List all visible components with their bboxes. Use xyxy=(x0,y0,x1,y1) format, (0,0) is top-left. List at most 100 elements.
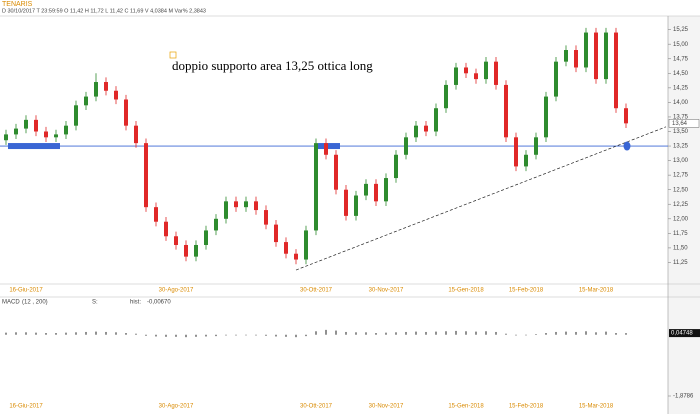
macd-bar xyxy=(355,332,357,335)
candle-body xyxy=(414,125,418,138)
macd-bar xyxy=(215,334,217,337)
candle-body xyxy=(364,183,368,196)
candle-body xyxy=(244,201,248,208)
candle-body xyxy=(124,99,128,126)
macd-bar xyxy=(465,331,467,335)
candle-body xyxy=(514,137,518,167)
candle-body xyxy=(474,73,478,80)
macd-bar xyxy=(95,331,97,335)
macd-bar xyxy=(285,334,287,337)
macd-bar xyxy=(225,334,227,336)
candle-body xyxy=(104,82,108,91)
last-price-box xyxy=(668,119,700,128)
candle-body xyxy=(174,236,178,245)
macd-bar xyxy=(435,331,437,335)
macd-hist-label: hist: xyxy=(130,300,141,306)
y-tick-label: 11,50 xyxy=(673,245,688,251)
annotation-icon xyxy=(169,51,177,59)
macd-hist-value: -0,00670 xyxy=(147,300,171,306)
x-tick-label: 15-Feb-2018 xyxy=(509,404,544,410)
candle-body xyxy=(304,230,308,260)
candle-body xyxy=(204,230,208,245)
macd-bar xyxy=(375,333,377,335)
trendline xyxy=(295,126,667,271)
macd-bar xyxy=(315,331,317,335)
y-tick-label: 12,50 xyxy=(673,187,689,193)
candle-body xyxy=(384,178,388,202)
candle-body xyxy=(64,125,68,135)
macd-bar xyxy=(625,333,627,335)
x-tick-label: 30-Ott-2017 xyxy=(300,288,333,294)
macd-bar xyxy=(525,334,527,336)
candle-body xyxy=(144,143,148,208)
candle-body xyxy=(234,201,238,208)
x-tick-label: 30-Ott-2017 xyxy=(300,404,333,410)
y-tick-label: 13,25 xyxy=(673,144,689,150)
candle-body xyxy=(344,189,348,216)
macd-bar xyxy=(125,333,127,335)
macd-bar xyxy=(425,331,427,335)
macd-bar xyxy=(605,331,607,335)
y-tick-label: 11,75 xyxy=(673,231,688,237)
x-tick-label: 16-Giu-2017 xyxy=(9,288,43,294)
macd-bar xyxy=(275,334,277,337)
y-tick-label: 14,25 xyxy=(673,85,689,91)
candle-body xyxy=(544,96,548,138)
candle-body xyxy=(44,131,48,138)
candle-body xyxy=(504,84,508,138)
candle-body xyxy=(424,125,428,132)
macd-bar xyxy=(245,334,247,336)
macd-bar xyxy=(555,331,557,335)
info-line: D 30/10/2017 T 23:59:59 O 11,42 H 11,72 … xyxy=(2,8,206,14)
macd-bar xyxy=(395,332,397,335)
candle-body xyxy=(374,183,378,202)
candle-body xyxy=(274,224,278,243)
candle-body xyxy=(284,242,288,254)
y-tick-label: 15,00 xyxy=(673,42,689,48)
candle-body xyxy=(564,50,568,62)
candle-body xyxy=(114,90,118,100)
candle-body xyxy=(334,154,338,190)
candle-body xyxy=(464,67,468,74)
candle-body xyxy=(14,128,18,135)
candle-body xyxy=(154,207,158,222)
candle-body xyxy=(624,108,628,124)
candle-body xyxy=(444,84,448,109)
macd-bar xyxy=(145,334,147,336)
macd-bar xyxy=(25,332,27,335)
macd-bar xyxy=(535,334,537,335)
candle-body xyxy=(84,96,88,106)
candle-body xyxy=(214,218,218,231)
macd-bar xyxy=(505,333,507,335)
candle-body xyxy=(494,61,498,85)
candle-body xyxy=(484,61,488,80)
macd-bar xyxy=(185,334,187,338)
candle-body xyxy=(524,154,528,167)
candle-body xyxy=(614,32,618,109)
macd-bar xyxy=(155,334,157,337)
macd-bar xyxy=(255,334,257,336)
macd-bar xyxy=(575,331,577,335)
candle-body xyxy=(54,134,58,138)
macd-last-label: 0,04748 xyxy=(671,331,693,337)
macd-bar xyxy=(5,332,7,335)
x-tick-label: 15-Gen-2018 xyxy=(448,404,484,410)
candle-body xyxy=(574,50,578,68)
macd-params: (12 , 200) xyxy=(22,300,48,306)
x-tick-label: 30-Nov-2017 xyxy=(369,404,404,410)
y-tick-label: 12,00 xyxy=(673,216,689,222)
macd-bar xyxy=(495,331,497,335)
candle-body xyxy=(74,105,78,126)
last-price-label: 13,64 xyxy=(672,121,688,127)
macd-bar xyxy=(15,332,17,335)
macd-bar xyxy=(475,331,477,335)
candle-body xyxy=(604,32,608,80)
y-tick-label: 12,75 xyxy=(673,173,689,179)
x-tick-label: 30-Nov-2017 xyxy=(369,288,404,294)
macd-bar xyxy=(335,330,337,335)
macd-bar xyxy=(165,334,167,337)
y-tick-label: 12,25 xyxy=(673,202,689,208)
candle-body xyxy=(434,108,438,132)
x-tick-label: 15-Mar-2018 xyxy=(579,288,614,294)
macd-bar xyxy=(55,333,57,335)
